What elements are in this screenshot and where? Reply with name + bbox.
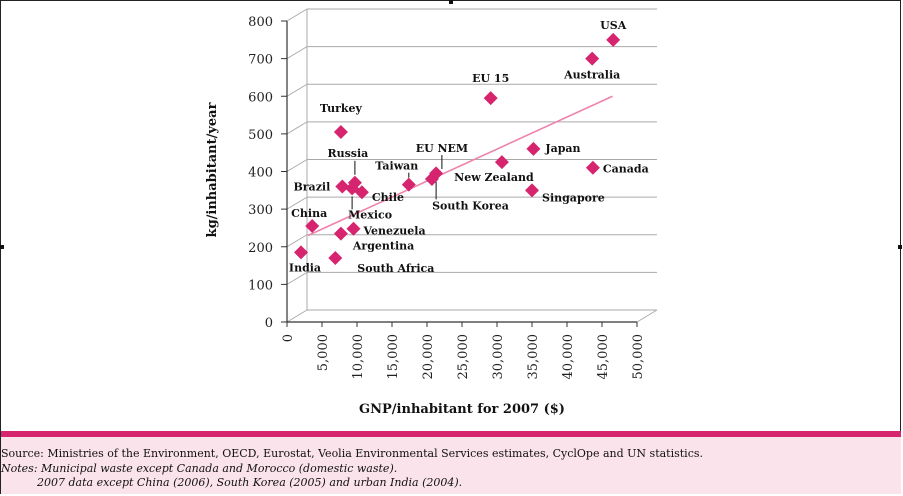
point-taiwan <box>401 177 416 192</box>
scatter-chart: 0 100 200 300 400 500 600 700 800 0 5,000 10,000 15,… <box>205 8 658 417</box>
point-label-japan: Japan <box>544 142 580 155</box>
point-china <box>305 219 320 234</box>
x-axis-title: GNP/inhabitant for 2007 ($) <box>359 402 565 417</box>
gridline-connector <box>286 8 308 22</box>
point-label-china: China <box>291 207 327 220</box>
point-layer <box>294 32 621 266</box>
trend-line <box>307 95 613 237</box>
point-japan <box>526 141 541 156</box>
point-label-canada: Canada <box>603 163 649 176</box>
point-turkey <box>333 124 348 139</box>
gridline-connector <box>286 83 308 97</box>
y-tick-label: 800 <box>248 15 273 30</box>
axis-layer: 0 100 200 300 400 500 600 700 800 0 5,000 10,000 15,… <box>248 15 646 380</box>
point-label-taiwan: Taiwan <box>375 160 418 173</box>
gridline-connector <box>286 121 308 135</box>
point-label-argentina: Argentina <box>352 240 414 253</box>
point-label-turkey: Turkey <box>320 102 363 115</box>
floor-edge-right <box>636 309 658 323</box>
gridline-connector <box>286 159 308 172</box>
y-tick-label: 400 <box>248 166 273 181</box>
point-south-korea <box>429 166 444 181</box>
x-tick-label: 45,000 <box>596 334 611 380</box>
y-tick-label: 0 <box>265 316 273 331</box>
x-tick-label: 15,000 <box>386 334 401 380</box>
y-tick-label: 100 <box>248 278 273 293</box>
x-tick-label: 10,000 <box>351 334 366 380</box>
point-label-venezuela: Venezuela <box>363 225 426 238</box>
point-south-africa <box>328 251 343 266</box>
point-label-india: India <box>289 261 321 274</box>
grid-layer <box>286 8 658 323</box>
x-tick-label: 20,000 <box>421 334 436 380</box>
floor-edge-left <box>286 309 308 323</box>
point-canada <box>585 160 600 175</box>
point-eu-15 <box>483 91 498 106</box>
point-india <box>294 245 308 260</box>
source-text: Source: Ministries of the Environment, O… <box>1 447 704 460</box>
notes-text: Notes: Municipal waste except Canada and… <box>1 462 398 475</box>
x-tick-label: 35,000 <box>526 334 541 380</box>
point-label-eu-15: EU 15 <box>472 72 509 85</box>
y-tick-label: 300 <box>248 203 273 218</box>
point-label-singapore: Singapore <box>542 191 605 204</box>
point-label-south-africa: South Africa <box>357 262 434 275</box>
crop-mark-top <box>449 0 453 4</box>
point-label-russia: Russia <box>327 147 368 160</box>
leader-layer <box>351 155 443 210</box>
x-tick-label: 30,000 <box>491 334 506 380</box>
gridline-connector <box>286 271 308 285</box>
point-label-mexico: Mexico <box>348 208 392 221</box>
x-tick-label: 5,000 <box>316 334 331 371</box>
y-tick-label: 500 <box>248 128 273 143</box>
label-layer: USA Australia EU 15 Turkey Japan EU NEM New Ze… <box>289 19 649 275</box>
point-label-new-zealand: New Zealand <box>454 171 534 184</box>
x-tick-label: 0 <box>281 334 296 342</box>
y-tick-label: 600 <box>248 90 273 105</box>
point-label-brazil: Brazil <box>293 181 330 194</box>
crop-mark-left <box>0 245 4 249</box>
y-tick-label: 700 <box>248 53 273 68</box>
footer-notes: Source: Ministries of the Environment, O… <box>1 437 901 494</box>
point-label-chile: Chile <box>372 191 404 204</box>
point-brazil <box>335 179 350 194</box>
point-label-usa: USA <box>600 19 627 32</box>
x-tick-label: 50,000 <box>631 334 646 380</box>
point-label-australia: Australia <box>563 69 620 82</box>
y-tick-label: 200 <box>248 241 273 256</box>
notes-text-continued: 2007 data except China (2006), South Kor… <box>37 476 463 489</box>
point-new-zealand <box>494 155 509 170</box>
gridline-connector <box>286 196 308 210</box>
point-label-south-korea: South Korea <box>432 199 509 212</box>
gridline-connector <box>286 46 308 60</box>
point-singapore <box>525 183 539 198</box>
gridline-connector <box>286 234 308 248</box>
point-mexico <box>345 181 360 196</box>
x-tick-label: 25,000 <box>456 334 471 380</box>
trend-layer <box>307 95 613 237</box>
point-argentina <box>333 226 348 241</box>
crop-mark-right <box>898 245 902 249</box>
point-australia <box>585 51 600 66</box>
point-label-eu-nem: EU NEM <box>416 142 468 155</box>
point-venezuela <box>346 221 361 236</box>
point-usa <box>606 32 621 47</box>
y-axis-title: kg/inhabitant/year <box>205 102 220 237</box>
x-tick-label: 40,000 <box>561 334 576 380</box>
footer-divider <box>1 431 901 437</box>
